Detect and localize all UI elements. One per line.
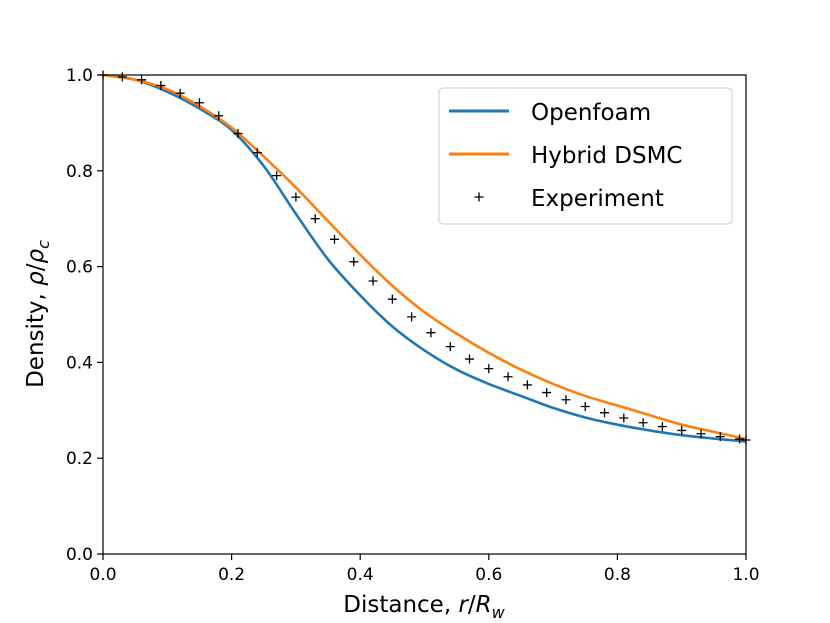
data-point-experiment: [252, 148, 262, 158]
x-tick-label: 1.0: [732, 565, 759, 585]
legend-marker-experiment: [474, 192, 484, 202]
data-point-experiment: [272, 171, 282, 181]
data-point-experiment: [214, 111, 224, 121]
data-point-experiment: [600, 408, 610, 418]
data-point-experiment: [329, 234, 339, 244]
series-line-hybrid-dsmc: [102, 73, 747, 441]
x-tick-label: 0.8: [604, 565, 631, 585]
data-point-experiment: [407, 312, 417, 322]
y-tick-label: 0.0: [66, 545, 93, 565]
series-line-openfoam: [102, 73, 747, 443]
data-point-experiment: [117, 72, 127, 82]
data-point-experiment: [426, 328, 436, 338]
x-tick-label: 0.4: [347, 565, 374, 585]
data-point-experiment: [561, 395, 571, 405]
data-point-experiment: [657, 422, 667, 432]
x-axis-ticks: 0.0 0.2 0.4 0.6 0.8 1.0: [89, 554, 760, 585]
legend-swatch-experiment: [474, 192, 484, 202]
data-point-experiment: [194, 98, 204, 108]
data-point-experiment: [542, 388, 552, 398]
y-tick-label: 0.4: [66, 353, 93, 373]
x-tick-label: 0.6: [475, 565, 502, 585]
data-point-experiment: [638, 418, 648, 428]
data-point-experiment: [156, 81, 166, 91]
data-point-experiment: [503, 372, 513, 382]
data-point-experiment: [387, 294, 397, 304]
data-point-experiment: [580, 401, 590, 411]
y-tick-label: 0.2: [66, 449, 93, 469]
data-point-experiment: [522, 380, 532, 390]
legend-label-experiment: Experiment: [531, 186, 664, 212]
legend-label-openfoam: Openfoam: [531, 100, 651, 126]
legend-label-hybrid-dsmc: Hybrid DSMC: [531, 143, 682, 169]
data-point-experiment: [175, 88, 185, 98]
y-axis-ticks: 0.0 0.2 0.4 0.6 0.8 1.0: [66, 66, 103, 565]
data-point-experiment: [310, 214, 320, 224]
legend: Openfoam Hybrid DSMC Experiment: [438, 87, 733, 225]
data-point-experiment: [484, 364, 494, 374]
data-point-experiment: [445, 342, 455, 352]
data-point-experiment: [349, 257, 359, 267]
plot-area: [98, 70, 751, 445]
y-tick-label: 0.6: [66, 258, 93, 278]
data-point-experiment: [137, 75, 147, 85]
x-tick-label: 0.0: [89, 565, 116, 585]
x-axis-title: Distance, r/Rw: [343, 592, 505, 622]
data-point-experiment: [368, 276, 378, 286]
data-point-experiment: [735, 434, 745, 444]
data-point-experiment: [233, 128, 243, 138]
data-point-experiment: [465, 354, 475, 364]
data-point-experiment: [619, 413, 629, 423]
y-axis-title: Density, ρ/ρc: [23, 240, 53, 388]
x-tick-label: 0.2: [218, 565, 245, 585]
data-point-experiment: [291, 192, 301, 202]
y-tick-label: 1.0: [66, 66, 93, 86]
data-point-experiment: [696, 429, 706, 439]
y-tick-label: 0.8: [66, 162, 93, 182]
data-point-experiment: [715, 432, 725, 442]
legend-box: [438, 87, 733, 225]
data-point-experiment: [677, 425, 687, 435]
plot-frame: [102, 74, 747, 555]
